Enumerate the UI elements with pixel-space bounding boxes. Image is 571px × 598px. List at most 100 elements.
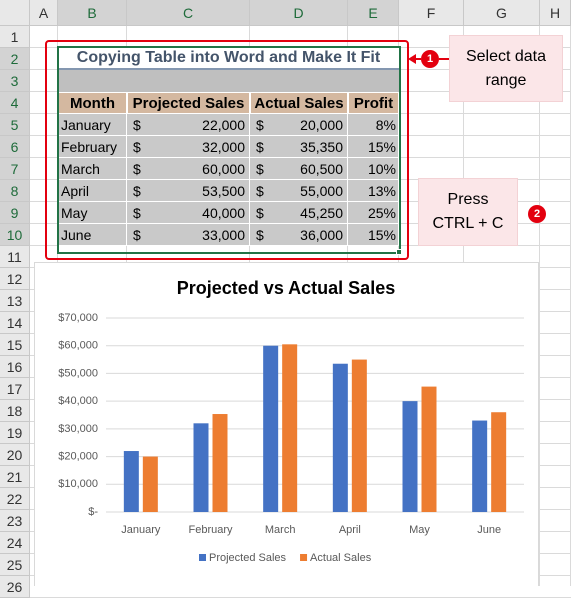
x-tick-label: January <box>121 524 161 536</box>
cell-border <box>249 180 250 202</box>
table-cell: 20,000 <box>300 117 343 133</box>
row-header: 17 <box>0 378 30 400</box>
column-header: C <box>127 0 250 26</box>
row-header: 7 <box>0 158 30 180</box>
cell-border <box>347 114 348 136</box>
cell-border <box>347 158 348 180</box>
y-tick-label: $- <box>88 506 98 518</box>
table-cell: 10% <box>367 161 396 177</box>
cell-border <box>249 158 250 180</box>
table-cell: February <box>61 139 118 155</box>
table-cell: $ <box>256 161 264 177</box>
table-header: Actual Sales <box>250 92 348 114</box>
column-header: E <box>348 0 399 26</box>
row-header: 2 <box>0 48 30 70</box>
column-header: G <box>464 0 540 26</box>
table-row <box>58 202 399 224</box>
highlight-box <box>45 40 409 260</box>
bar <box>123 451 139 512</box>
table-cell: 33,000 <box>202 227 245 243</box>
x-tick-label: June <box>477 524 501 536</box>
cell-border <box>249 202 250 224</box>
cell-border <box>398 180 399 202</box>
cell-border <box>398 158 399 180</box>
row-header: 3 <box>0 70 30 92</box>
callout-text: CTRL + C <box>432 215 504 232</box>
table-cell: $ <box>133 227 141 243</box>
table-cell: March <box>61 161 100 177</box>
arrow-line <box>411 58 421 60</box>
table-cell: 36,000 <box>300 227 343 243</box>
y-tick-label: $60,000 <box>58 340 98 352</box>
table-cell: 45,250 <box>300 205 343 221</box>
callout-text: Press <box>447 191 489 208</box>
arrow-line <box>439 58 449 60</box>
row-header: 23 <box>0 510 30 532</box>
row-header: 19 <box>0 422 30 444</box>
row-header: 4 <box>0 92 30 114</box>
x-tick-label: February <box>188 524 233 536</box>
x-tick-label: May <box>409 524 430 536</box>
cell-border <box>249 224 250 246</box>
row-header: 24 <box>0 532 30 554</box>
row-header: 16 <box>0 356 30 378</box>
table-cell: April <box>61 183 90 199</box>
table-cell: 13% <box>367 183 396 199</box>
cell-border <box>126 158 127 180</box>
bar <box>421 386 437 512</box>
row-header: 12 <box>0 268 30 290</box>
cell-border <box>126 136 127 158</box>
y-tick-label: $50,000 <box>58 367 98 379</box>
table-title-cell: Copying Table into Word and Make It Fit <box>58 48 399 70</box>
cell-border <box>398 114 399 136</box>
table-cell: 32,000 <box>202 139 245 155</box>
table-spacer-row <box>58 70 399 92</box>
chart[interactable]: Projected vs Actual Sales $- $10,000 $20,0… <box>34 262 539 586</box>
table-cell: $ <box>256 139 264 155</box>
table-cell: $ <box>133 161 141 177</box>
table-cell: 25% <box>367 205 396 221</box>
table-row <box>58 136 399 158</box>
bar <box>351 359 367 512</box>
table-cell: May <box>61 205 88 221</box>
table-cell: $ <box>133 205 141 221</box>
selection-border <box>57 46 401 254</box>
column-header: A <box>30 0 58 26</box>
cell-border <box>126 114 127 136</box>
y-tick-label: $20,000 <box>58 450 98 462</box>
bar <box>332 363 348 512</box>
bar <box>263 345 279 512</box>
column-header: D <box>250 0 348 26</box>
x-tick-label: March <box>265 524 296 536</box>
table-row <box>58 224 399 246</box>
callout-box: Select data range <box>449 35 563 102</box>
bar <box>491 412 507 512</box>
row-header: 9 <box>0 202 30 224</box>
bar <box>212 414 228 512</box>
cell-border <box>398 136 399 158</box>
callout-text: range <box>485 71 527 89</box>
legend-label: Projected Sales <box>209 552 287 564</box>
table-cell: $ <box>133 183 141 199</box>
table-cell: $ <box>256 205 264 221</box>
column-header: H <box>540 0 571 26</box>
table-row <box>58 180 399 202</box>
row-header: 22 <box>0 488 30 510</box>
y-tick-label: $70,000 <box>58 312 98 324</box>
selection-handle <box>396 249 402 255</box>
row-header: 14 <box>0 312 30 334</box>
arrow-head <box>408 54 416 64</box>
cell-border <box>347 224 348 246</box>
x-tick-label: April <box>339 524 361 536</box>
corner <box>0 0 30 26</box>
table-cell: January <box>61 117 111 133</box>
row-header: 26 <box>0 576 30 598</box>
row-header: 11 <box>0 246 30 268</box>
table-cell: 53,500 <box>202 183 245 199</box>
table-cell: $ <box>256 227 264 243</box>
table-cell: $ <box>256 183 264 199</box>
table-row <box>58 114 399 136</box>
table-cell: June <box>61 227 92 243</box>
